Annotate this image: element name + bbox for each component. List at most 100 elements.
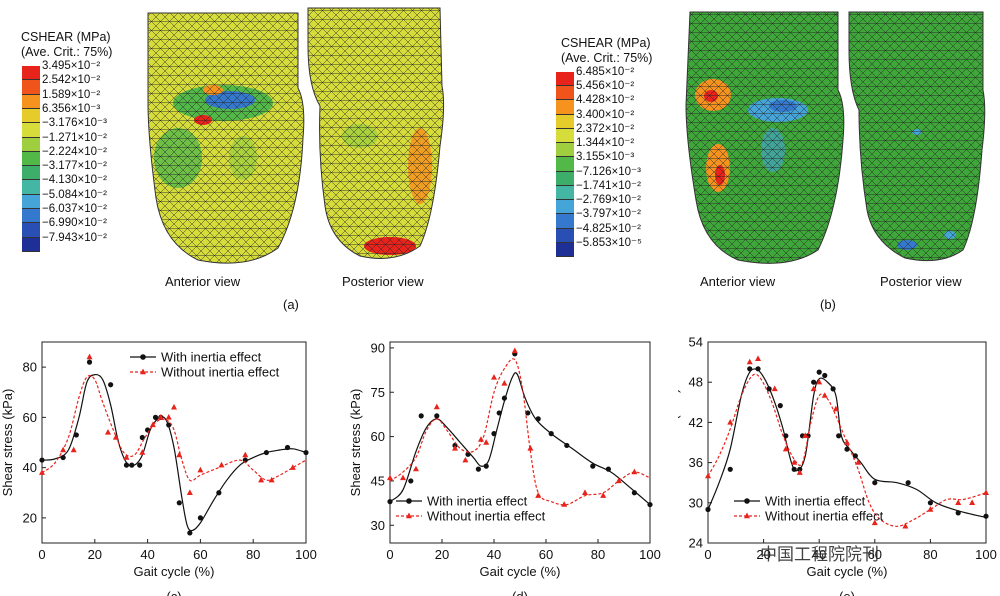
panel-b: CSHEAR (MPa) (Ave. Crit.: 75%) 6.485×10⁻… (500, 0, 1000, 320)
data-point (836, 433, 842, 439)
colorbar-swatch (556, 157, 574, 172)
data-point (400, 474, 406, 481)
data-point (112, 434, 119, 440)
x-tick-label: 100 (639, 547, 661, 562)
data-point (433, 403, 440, 410)
subfigure-label-a: (a) (283, 297, 299, 312)
data-point (465, 451, 471, 457)
data-point (197, 466, 204, 473)
x-tick-label: 100 (295, 547, 317, 562)
data-point (631, 468, 638, 475)
colorbar-tick-label: −5.853×10⁻⁵ (576, 236, 642, 249)
data-point (830, 386, 836, 392)
data-point (802, 432, 809, 438)
legend-marker (140, 354, 146, 360)
data-point (747, 366, 753, 372)
colorbar-tick-label: −2.224×10⁻² (42, 145, 107, 158)
data-point (872, 480, 878, 486)
data-point (501, 379, 508, 386)
data-point (955, 499, 962, 505)
legend-label: Without inertia effect (161, 365, 280, 380)
colorbar-swatch (556, 214, 574, 229)
colorbar-tick-label: −4.130×10⁻² (42, 174, 107, 187)
colorbar-tick-label: 1.344×10⁻² (576, 137, 635, 150)
colorbar-tick-label: −3.797×10⁻² (576, 208, 641, 221)
data-point (387, 474, 393, 481)
chart-c: 0 20 40 60 80 100 20 40 60 80 Gait cycle (%) Shear … (0, 341, 317, 596)
stump-mesh-posterior-a (307, 7, 445, 259)
data-point (855, 459, 862, 465)
y-tick-label: 30 (371, 518, 385, 533)
data-point (176, 451, 183, 458)
subfigure-label-b: (b) (820, 297, 836, 312)
data-point (525, 410, 531, 416)
colorbar-tick-label: −1.741×10⁻² (576, 179, 641, 192)
y-tick-label: 24 (689, 536, 703, 551)
x-tick-label: 100 (975, 547, 997, 562)
colorbar-swatch (556, 114, 574, 129)
colorbar-tick-label: 2.372×10⁻² (576, 122, 635, 135)
plot-frame (41, 341, 307, 544)
colorbar-swatch (556, 171, 574, 186)
data-point (705, 472, 711, 479)
data-point (816, 378, 823, 385)
data-point (969, 499, 976, 505)
data-point (105, 429, 111, 435)
colorbar-swatch (556, 185, 574, 201)
data-point (791, 459, 798, 465)
data-point (152, 414, 159, 420)
data-point (983, 489, 989, 495)
data-point (86, 353, 93, 360)
x-tick-label: 40 (140, 547, 154, 562)
legend-marker (406, 498, 412, 504)
y-tick-label: 80 (23, 360, 37, 375)
data-point (871, 519, 878, 526)
data-point (822, 372, 828, 379)
data-point (303, 449, 309, 456)
data-point (832, 405, 839, 412)
colorbar-tick-label: −4.825×10⁻² (576, 222, 641, 235)
data-point (165, 413, 172, 420)
colorbar-a (22, 66, 40, 252)
colorbar-swatch (22, 166, 40, 181)
x-tick-label: 40 (487, 547, 501, 562)
y-tick-label: 45 (371, 473, 385, 488)
data-point (86, 359, 93, 365)
stump-mesh-anterior-a (147, 12, 305, 264)
colorbar-tick-label: 1.589×10⁻² (42, 88, 101, 101)
legend-marker (406, 512, 412, 519)
legend-title-line1: CSHEAR (MPa) (21, 30, 111, 44)
watermark: 中国工程院院刊 (760, 545, 879, 564)
legend-title-line2: (Ave. Crit.: 75%) (561, 51, 653, 65)
colorbar-tick-label: −7.943×10⁻² (42, 231, 107, 244)
subfigure-label: (d) (512, 589, 528, 596)
y-tick-label: 42 (689, 415, 703, 430)
data-point (755, 366, 761, 372)
legend-label: Without inertia effect (765, 509, 884, 524)
data-point (771, 385, 778, 392)
data-point (418, 413, 424, 419)
data-point (631, 490, 637, 496)
data-point (844, 439, 850, 445)
chart-e: 0 20 40 60 80 100 24 30 36 42 48 54 Gait cycle (%) Sh… (678, 335, 997, 596)
data-point (166, 422, 172, 428)
legend-title-a: CSHEAR (MPa) (Ave. Crit.: 75%) (21, 30, 112, 60)
data-point (408, 478, 414, 484)
data-point (123, 454, 130, 460)
colorbar-swatch (556, 86, 574, 101)
colorbar-tick-label: −3.177×10⁻² (42, 160, 107, 173)
data-point (783, 433, 789, 439)
data-point (605, 466, 611, 472)
x-tick-label: 0 (386, 547, 393, 562)
data-point (564, 442, 570, 449)
data-point (535, 416, 541, 422)
x-tick-label: 80 (923, 547, 937, 562)
data-point (782, 445, 789, 452)
data-point (483, 463, 489, 469)
colorbar-tick-label: 3.495×10⁻² (42, 60, 101, 72)
colorbar-swatch (22, 123, 40, 138)
subfigure-label: (c) (166, 589, 181, 596)
data-point (452, 445, 458, 451)
x-tick-label: 20 (88, 547, 102, 562)
y-tick-label: 75 (371, 385, 385, 400)
